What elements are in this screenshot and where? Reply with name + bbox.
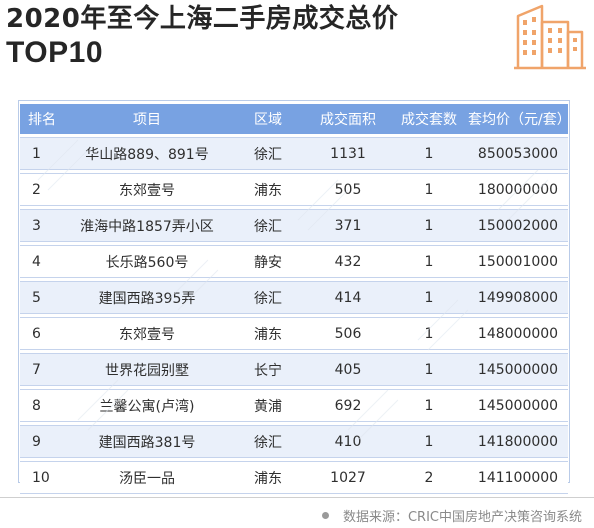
units-cell: 1 — [390, 245, 468, 278]
table-row: 8 兰馨公寓(卢湾) 黄浦 692 1 145000000 — [20, 389, 568, 422]
table-header-row: 排名 项目 区域 成交面积 成交套数 套均价（元/套） — [20, 104, 571, 134]
district-cell: 徐汇 — [230, 137, 306, 170]
table-row: 2 东郊壹号 浦东 505 1 180000000 — [20, 173, 568, 206]
project-cell: 淮海中路1857弄小区 — [64, 209, 230, 242]
rank-cell: 5 — [20, 281, 64, 314]
rank-cell: 8 — [20, 389, 64, 422]
area-cell: 506 — [306, 317, 390, 350]
project-cell: 建国西路381号 — [64, 425, 230, 458]
header-district: 区域 — [230, 104, 306, 134]
district-cell: 徐汇 — [230, 281, 306, 314]
city-buildings-icon — [514, 4, 586, 70]
project-cell: 长乐路560号 — [64, 245, 230, 278]
rank-cell: 3 — [20, 209, 64, 242]
units-cell: 1 — [390, 281, 468, 314]
table-row: 3 淮海中路1857弄小区 徐汇 371 1 150002000 — [20, 209, 568, 242]
header-units: 成交套数 — [390, 104, 468, 134]
avg-price-cell: 850053000 — [468, 137, 568, 170]
avg-price-cell: 141800000 — [468, 425, 568, 458]
units-cell: 1 — [390, 317, 468, 350]
table-row: 10 汤臣一品 浦东 1027 2 141100000 — [20, 461, 568, 494]
district-cell: 徐汇 — [230, 209, 306, 242]
ranking-table-container: 排名 项目 区域 成交面积 成交套数 套均价（元/套） 1 华山路889、891… — [18, 100, 571, 494]
rank-cell: 4 — [20, 245, 64, 278]
rank-cell: 7 — [20, 353, 64, 386]
project-cell: 东郊壹号 — [64, 173, 230, 206]
title-line-1: 2020年至今上海二手房成交总价 — [6, 4, 399, 34]
source-text: 数据来源：CRIC中国房地产决策咨询系统 — [342, 510, 582, 525]
table-row: 1 华山路889、891号 徐汇 1131 1 850053000 — [20, 137, 568, 170]
units-cell: 1 — [390, 389, 468, 422]
area-cell: 505 — [306, 173, 390, 206]
avg-price-cell: 145000000 — [468, 353, 568, 386]
area-cell: 371 — [306, 209, 390, 242]
project-cell: 汤臣一品 — [64, 461, 230, 494]
header-avg-price: 套均价（元/套） — [468, 104, 571, 134]
avg-price-cell: 150001000 — [468, 245, 568, 278]
table-row: 9 建国西路381号 徐汇 410 1 141800000 — [20, 425, 568, 458]
area-cell: 405 — [306, 353, 390, 386]
ranking-table: 排名 项目 区域 成交面积 成交套数 套均价（元/套） 1 华山路889、891… — [20, 101, 571, 497]
table-row: 6 东郊壹号 浦东 506 1 148000000 — [20, 317, 568, 350]
bullet-dot-icon — [321, 512, 329, 519]
avg-price-cell: 149908000 — [468, 281, 568, 314]
rank-cell: 10 — [20, 461, 64, 494]
header-project: 项目 — [64, 104, 230, 134]
area-cell: 1131 — [306, 137, 390, 170]
footer-divider — [0, 497, 594, 498]
area-cell: 414 — [306, 281, 390, 314]
area-cell: 432 — [306, 245, 390, 278]
rank-cell: 1 — [20, 137, 64, 170]
rank-cell: 2 — [20, 173, 64, 206]
district-cell: 浦东 — [230, 461, 306, 494]
district-cell: 黄浦 — [230, 389, 306, 422]
avg-price-cell: 145000000 — [468, 389, 568, 422]
project-cell: 建国西路395弄 — [64, 281, 230, 314]
units-cell: 2 — [390, 461, 468, 494]
rank-cell: 9 — [20, 425, 64, 458]
project-cell: 兰馨公寓(卢湾) — [64, 389, 230, 422]
district-cell: 长宁 — [230, 353, 306, 386]
project-cell: 东郊壹号 — [64, 317, 230, 350]
project-cell: 华山路889、891号 — [64, 137, 230, 170]
units-cell: 1 — [390, 425, 468, 458]
project-cell: 世界花园别墅 — [64, 353, 230, 386]
header-area: 成交面积 — [306, 104, 390, 134]
units-cell: 1 — [390, 173, 468, 206]
title-line-2: TOP10 — [6, 36, 103, 69]
table-row: 4 长乐路560号 静安 432 1 150001000 — [20, 245, 568, 278]
avg-price-cell: 150002000 — [468, 209, 568, 242]
units-cell: 1 — [390, 353, 468, 386]
units-cell: 1 — [390, 209, 468, 242]
data-source-note: 数据来源：CRIC中国房地产决策咨询系统 — [321, 506, 582, 525]
avg-price-cell: 148000000 — [468, 317, 568, 350]
avg-price-cell: 141100000 — [468, 461, 568, 494]
area-cell: 692 — [306, 389, 390, 422]
district-cell: 浦东 — [230, 173, 306, 206]
rank-cell: 6 — [20, 317, 64, 350]
area-cell: 1027 — [306, 461, 390, 494]
page-title: 2020年至今上海二手房成交总价 TOP10 — [6, 2, 496, 70]
area-cell: 410 — [306, 425, 390, 458]
header-rank: 排名 — [20, 104, 64, 134]
avg-price-cell: 180000000 — [468, 173, 568, 206]
district-cell: 徐汇 — [230, 425, 306, 458]
table-row: 5 建国西路395弄 徐汇 414 1 149908000 — [20, 281, 568, 314]
district-cell: 浦东 — [230, 317, 306, 350]
table-row: 7 世界花园别墅 长宁 405 1 145000000 — [20, 353, 568, 386]
district-cell: 静安 — [230, 245, 306, 278]
units-cell: 1 — [390, 137, 468, 170]
